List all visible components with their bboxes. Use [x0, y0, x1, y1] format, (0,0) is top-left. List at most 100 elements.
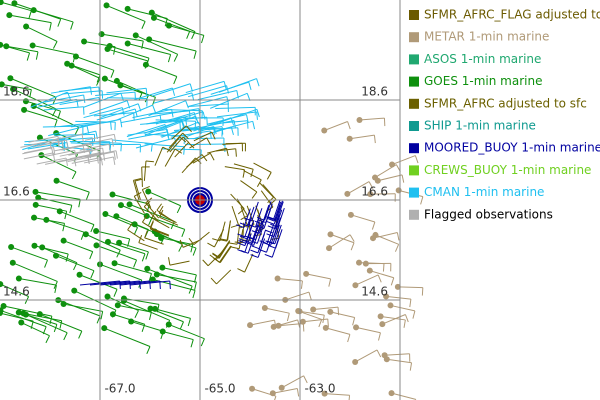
- barb-flag: [235, 148, 237, 157]
- barb: [391, 392, 416, 400]
- barb-flag: [192, 290, 196, 299]
- barb-flag: [240, 215, 248, 221]
- barb: [171, 125, 187, 140]
- barb-flag: [245, 235, 254, 240]
- barb-flag: [57, 136, 60, 145]
- barb-flag: [226, 96, 230, 105]
- station: [352, 282, 359, 289]
- barb-flag: [127, 223, 133, 231]
- barb-flag: [149, 221, 154, 230]
- station: [327, 308, 334, 315]
- barb: [384, 353, 410, 356]
- barb: [390, 304, 416, 312]
- barb-flag: [49, 22, 52, 31]
- station: [377, 313, 384, 320]
- station: [104, 293, 111, 300]
- barb-flag: [65, 157, 68, 167]
- barb: [158, 115, 196, 132]
- station: [159, 328, 166, 335]
- legend-label: ASOS 1-min marine: [424, 52, 541, 66]
- barb-flag: [262, 242, 271, 246]
- station: [0, 307, 4, 314]
- barb-flag: [59, 320, 63, 329]
- legend-label: CREWS_BUOY 1-min marine: [424, 163, 591, 177]
- station: [372, 174, 379, 181]
- station: [367, 191, 374, 198]
- barb: [285, 291, 310, 301]
- barb-flag: [229, 242, 238, 245]
- station: [93, 242, 100, 249]
- barb: [159, 216, 179, 226]
- barb-flag: [202, 111, 206, 120]
- barb-flag: [152, 97, 156, 105]
- legend-swatch: [409, 98, 419, 109]
- legend-label: Flagged observations: [424, 207, 553, 221]
- barb: [106, 4, 146, 22]
- station: [275, 322, 282, 329]
- barb-flag: [238, 240, 247, 244]
- barb: [328, 234, 351, 249]
- barb: [141, 189, 152, 208]
- station: [144, 265, 151, 272]
- barb-flag: [138, 235, 143, 243]
- barb-flag: [141, 253, 146, 262]
- station: [247, 322, 254, 329]
- grid: 18.6 18.6 -67.0 16.6 16.6 -65.0 14.6 14.6 -63.0: [0, 0, 401, 400]
- barb-flag: [83, 94, 86, 103]
- barb: [240, 206, 248, 226]
- barb-flag: [113, 46, 116, 55]
- barb: [242, 222, 245, 243]
- barb: [207, 147, 227, 154]
- station: [82, 231, 89, 238]
- barb: [33, 217, 65, 224]
- barb-flag: [159, 209, 164, 218]
- barb: [127, 43, 171, 55]
- barb-flag: [96, 78, 101, 86]
- lat-label: 18.6: [3, 85, 30, 99]
- station: [104, 238, 111, 245]
- barb-flag: [182, 136, 190, 143]
- station: [114, 302, 121, 309]
- station: [22, 311, 29, 318]
- barb-flag: [169, 280, 171, 290]
- barb: [258, 229, 267, 249]
- station: [102, 211, 109, 218]
- barb: [183, 137, 224, 140]
- station: [36, 311, 43, 318]
- barb: [181, 157, 196, 174]
- barb-flag: [352, 317, 356, 326]
- barb: [36, 157, 67, 165]
- barb-flag: [51, 147, 54, 156]
- barb: [89, 280, 130, 286]
- station: [327, 231, 334, 238]
- barb: [18, 278, 57, 286]
- station: [353, 324, 360, 331]
- barb-flag: [308, 291, 312, 300]
- barb: [185, 143, 226, 146]
- station: [113, 77, 120, 84]
- barb: [48, 125, 88, 137]
- barb-flag: [144, 230, 148, 239]
- station: [303, 270, 310, 277]
- barb: [21, 322, 50, 337]
- barb: [324, 121, 348, 131]
- barb-flag: [89, 251, 94, 260]
- barb: [23, 146, 54, 154]
- barb: [324, 393, 350, 396]
- station: [274, 275, 281, 282]
- barb: [159, 108, 199, 116]
- barb-flag: [167, 54, 172, 63]
- station: [0, 303, 7, 310]
- barb: [233, 163, 254, 170]
- barb: [347, 181, 370, 195]
- barb: [115, 104, 153, 121]
- barb: [278, 323, 304, 327]
- barb: [75, 56, 115, 71]
- barb: [129, 203, 175, 223]
- barb: [253, 162, 272, 173]
- barb-flag: [179, 136, 187, 143]
- barb: [251, 224, 260, 244]
- legend-label: CMAN 1-min marine: [424, 185, 544, 199]
- station: [101, 75, 108, 82]
- station: [0, 41, 4, 48]
